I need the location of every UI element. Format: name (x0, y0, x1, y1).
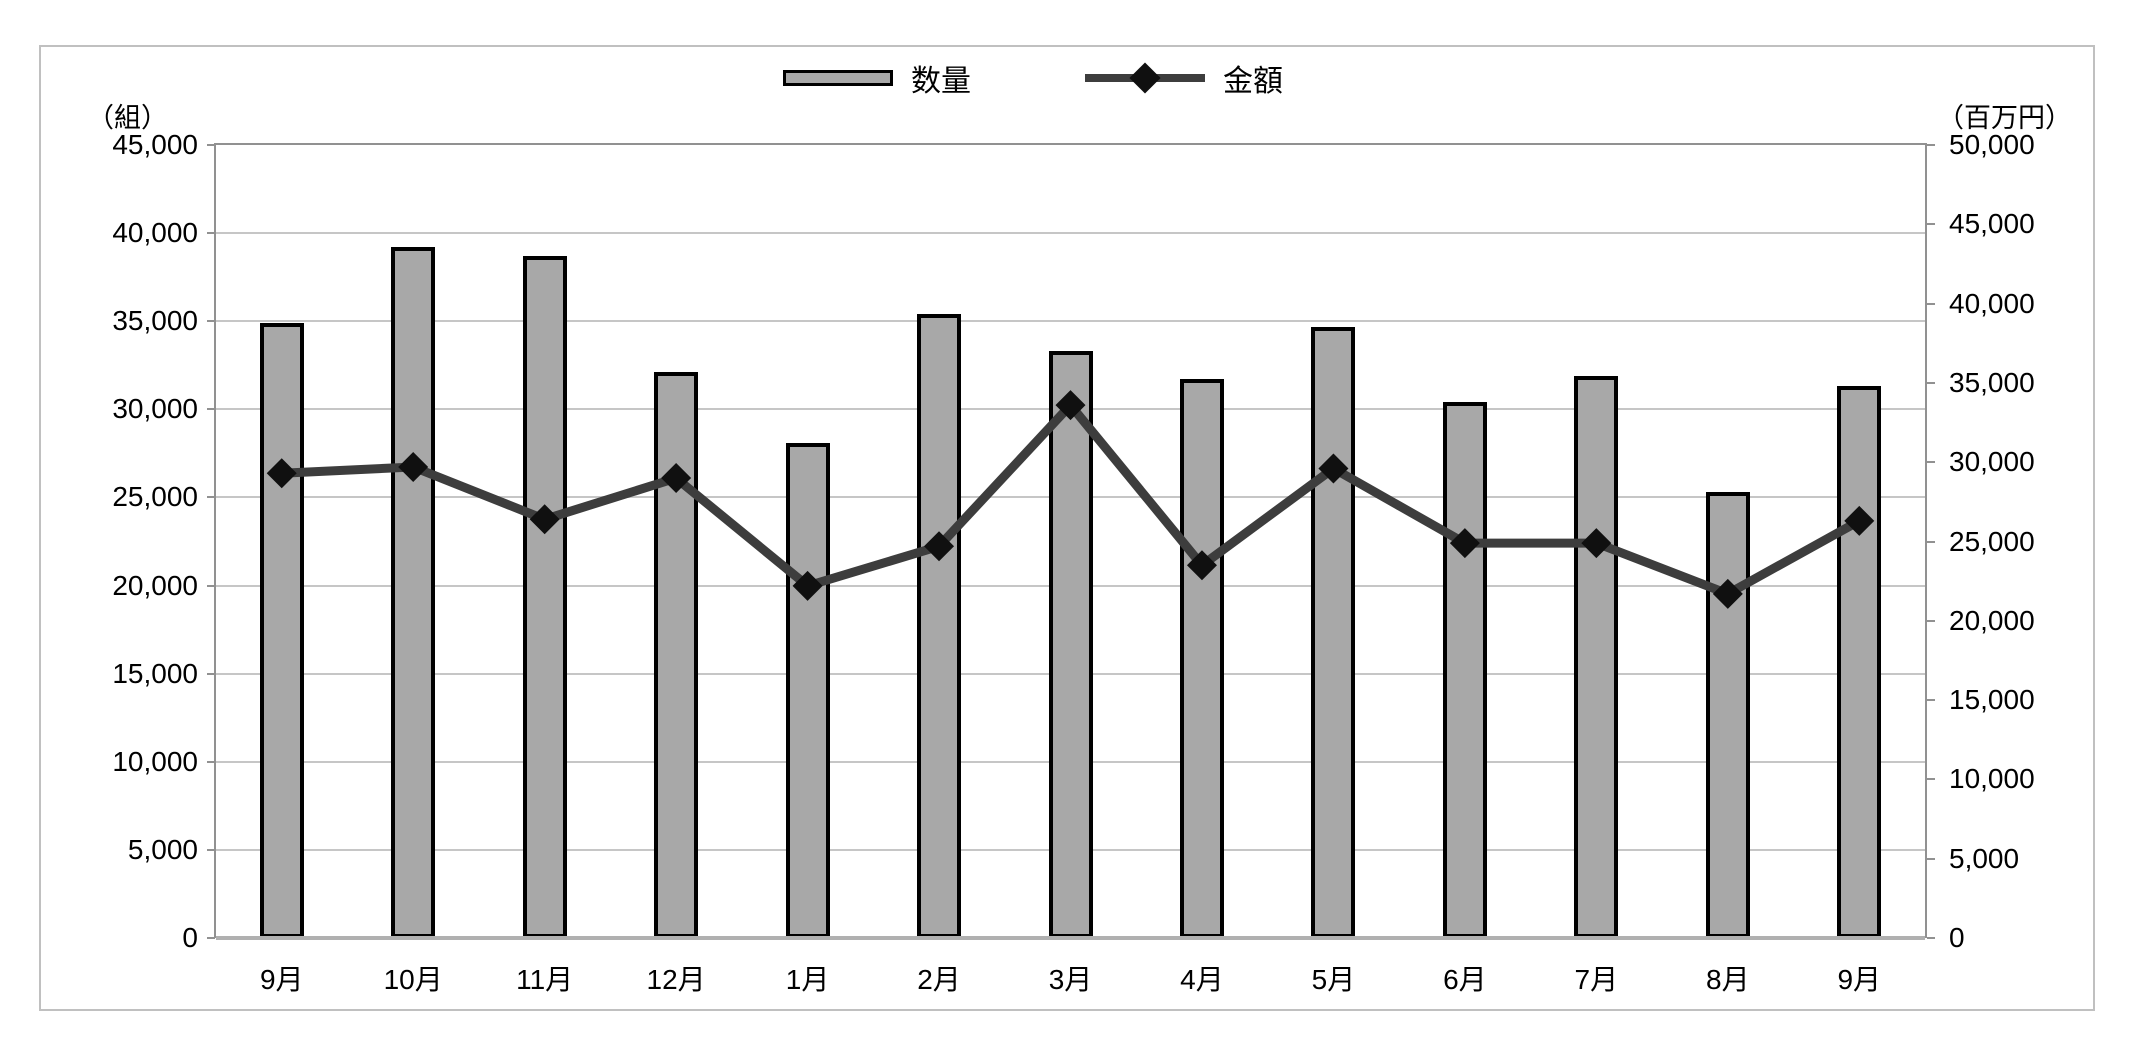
right-tick-mark (1927, 144, 1935, 146)
bar-9月 (259, 323, 304, 938)
bar-11月 (522, 256, 567, 938)
legend-item-quantity: 数量 (783, 60, 971, 98)
left-tick-label: 45,000 (112, 129, 198, 160)
right-axis-title: （百万円） (1937, 103, 2072, 133)
bar-4月 (1179, 379, 1224, 938)
right-tick-label: 25,000 (1949, 525, 2035, 557)
right-tick-mark (1927, 778, 1935, 781)
left-tick-mark (207, 144, 215, 146)
x-tick-label-1: 10月 (383, 964, 443, 995)
x-tick-label-6: 3月 (1048, 964, 1093, 995)
left-tick-label: 15,000 (112, 657, 198, 689)
left-tick-mark (207, 320, 215, 323)
right-tick-label: 40,000 (1949, 287, 2035, 319)
bar-5月 (1311, 326, 1356, 938)
right-tick-label: 30,000 (1949, 446, 2035, 478)
right-tick-label: 20,000 (1949, 604, 2035, 636)
x-tick-label-5: 2月 (917, 964, 961, 995)
right-tick-mark (1927, 857, 1935, 860)
bar-7月 (1574, 375, 1619, 938)
x-tick-label-7: 4月 (1180, 964, 1224, 995)
gridline (216, 232, 1925, 235)
diamond-marker-icon (1129, 62, 1161, 94)
x-tick-label-10: 7月 (1574, 964, 1619, 995)
x-tick-label-12: 9月 (1837, 964, 1882, 995)
legend-label-quantity: 数量 (911, 65, 971, 98)
left-tick-label: 40,000 (112, 217, 198, 249)
bar-9月 (1837, 386, 1882, 938)
x-tick-label-8: 5月 (1311, 964, 1356, 995)
y-axis-line-left (214, 143, 216, 938)
right-tick-mark (1927, 619, 1935, 622)
left-tick-label: 0 (182, 922, 198, 953)
bar-8月 (1705, 492, 1750, 938)
left-tick-label: 10,000 (112, 745, 198, 777)
x-tick-label-11: 8月 (1706, 964, 1750, 995)
left-tick-mark (207, 760, 215, 763)
right-tick-label: 35,000 (1949, 366, 2035, 398)
left-tick-mark (207, 232, 215, 235)
right-tick-label: 0 (1949, 922, 1965, 953)
left-tick-mark (207, 848, 215, 851)
right-tick-mark (1927, 381, 1935, 384)
right-tick-mark (1927, 223, 1935, 226)
bar-12月 (654, 372, 699, 938)
left-tick-mark (207, 496, 215, 499)
gridline (216, 320, 1925, 323)
right-tick-mark (1927, 302, 1935, 305)
legend-item-amount: 金額 (1085, 60, 1283, 98)
right-tick-mark (1927, 937, 1935, 939)
right-tick-label: 10,000 (1949, 763, 2035, 795)
left-tick-label: 30,000 (112, 393, 198, 425)
left-tick-mark (207, 584, 215, 587)
bar-2月 (917, 314, 962, 938)
x-tick-label-3: 12月 (646, 964, 706, 995)
bar-1月 (785, 442, 830, 938)
x-tick-label-2: 11月 (516, 964, 574, 995)
bar-10月 (391, 247, 436, 938)
right-tick-label: 15,000 (1949, 684, 2035, 716)
line-swatch-icon (1085, 62, 1205, 94)
right-tick-mark (1927, 461, 1935, 464)
right-tick-mark (1927, 540, 1935, 543)
y-axis-line-right (1925, 143, 1927, 938)
x-tick-label-0: 9月 (259, 964, 304, 995)
left-axis-title: （組） (87, 103, 168, 133)
x-tick-label-9: 6月 (1443, 964, 1487, 995)
left-tick-label: 5,000 (127, 833, 198, 865)
x-tick-label-4: 1月 (785, 964, 830, 995)
right-tick-mark (1927, 699, 1935, 702)
bar-3月 (1048, 351, 1093, 938)
bar-6月 (1442, 402, 1487, 938)
right-tick-label: 50,000 (1949, 129, 2035, 160)
right-tick-label: 45,000 (1949, 208, 2035, 240)
right-tick-label: 5,000 (1949, 842, 2020, 874)
left-tick-mark (207, 408, 215, 411)
left-tick-label: 25,000 (112, 481, 198, 513)
bar-swatch-icon (783, 70, 893, 86)
left-tick-mark (207, 672, 215, 675)
plot-top-border (216, 143, 1925, 145)
left-tick-mark (207, 937, 215, 939)
x-axis-labels: 9月 10月 11月 12月 1月 2月 3月 4月 5月 6月 7月 8月 9月 (216, 958, 1925, 998)
left-tick-label: 20,000 (112, 569, 198, 601)
left-tick-label: 35,000 (112, 305, 198, 337)
plot-area (216, 145, 1925, 938)
x-axis-line (216, 936, 1925, 940)
legend-label-amount: 金額 (1223, 65, 1283, 98)
